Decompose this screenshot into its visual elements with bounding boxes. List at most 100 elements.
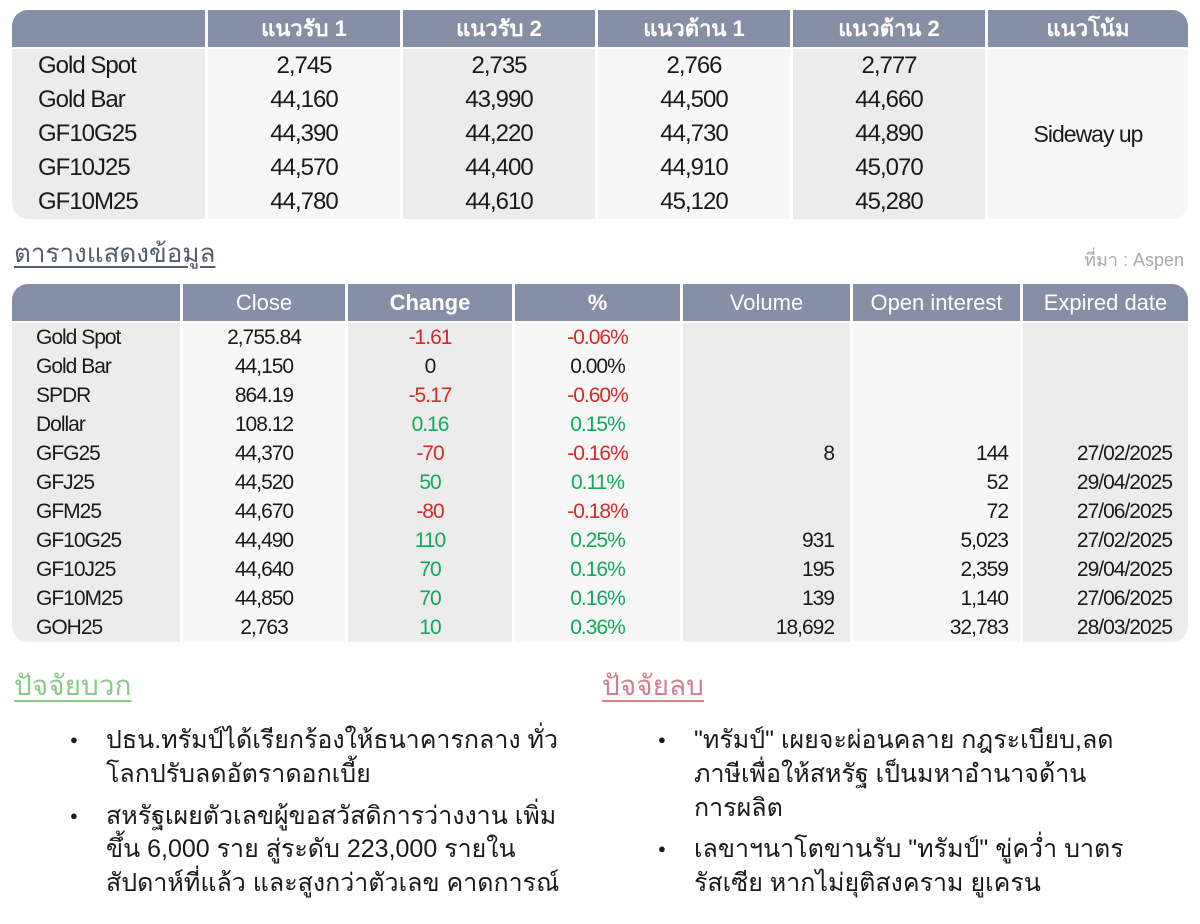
level-value: 44,730 (595, 117, 790, 151)
expiry-cell: 29/04/2025 (1020, 555, 1188, 584)
data-row: GOH25 2,763 10 0.36% 18,692 32,783 28/03/2025 (12, 613, 1188, 642)
level-value: 2,766 (595, 49, 790, 83)
level-value: 45,120 (595, 185, 790, 219)
pct-cell: -0.06% (512, 323, 680, 352)
level-value: 45,280 (790, 185, 985, 219)
expiry-cell (1020, 381, 1188, 410)
volume-cell: 195 (680, 555, 850, 584)
instrument-name: Gold Spot (12, 49, 205, 83)
negative-factors-list: "ทรัมป์" เผยจะผ่อนคลาย กฎระเบียบ,ลดภาษีเ… (600, 724, 1188, 901)
volume-cell: 139 (680, 584, 850, 613)
change-cell: 10 (345, 613, 512, 642)
instrument-name: GFJ25 (12, 468, 180, 497)
oi-cell: 1,140 (850, 584, 1020, 613)
instrument-name: GF10J25 (12, 555, 180, 584)
levels-row: GF10J25 44,570 44,400 44,910 45,070 (12, 151, 1188, 185)
volume-cell (680, 323, 850, 352)
instrument-name: GF10M25 (12, 584, 180, 613)
change-cell: 110 (345, 526, 512, 555)
column-header: Volume (680, 284, 850, 323)
factor-item: "ทรัมป์" เผยจะผ่อนคลาย กฎระเบียบ,ลดภาษีเ… (656, 724, 1126, 825)
close-cell: 44,850 (180, 584, 345, 613)
expiry-cell: 27/06/2025 (1020, 584, 1188, 613)
close-cell: 2,763 (180, 613, 345, 642)
change-cell: 0 (345, 352, 512, 381)
source-label: ที่มา : Aspen (1084, 250, 1184, 270)
instrument-name: Dollar (12, 410, 180, 439)
expiry-cell: 29/04/2025 (1020, 468, 1188, 497)
column-header: Close (180, 284, 345, 323)
instrument-name: SPDR (12, 381, 180, 410)
change-cell: -80 (345, 497, 512, 526)
data-row: GFM25 44,670 -80 -0.18% 72 27/06/2025 (12, 497, 1188, 526)
level-value: 45,070 (790, 151, 985, 185)
pct-cell: -0.18% (512, 497, 680, 526)
expiry-cell: 27/02/2025 (1020, 439, 1188, 468)
level-value: 2,777 (790, 49, 985, 83)
oi-cell (850, 381, 1020, 410)
level-value: 2,745 (205, 49, 400, 83)
instrument-name: GF10G25 (12, 117, 205, 151)
close-cell: 2,755.84 (180, 323, 345, 352)
positive-factors-column: ปัจจัยบวก ปธน.ทรัมป์ได้เรียกร้องให้ธนาคา… (12, 658, 600, 909)
change-cell: 70 (345, 584, 512, 613)
data-row: Dollar 108.12 0.16 0.15% (12, 410, 1188, 439)
factor-item: เลขาฯนาโตขานรับ "ทรัมป์" ขู่คว่ำ บาตรรัส… (656, 833, 1126, 901)
change-cell: -1.61 (345, 323, 512, 352)
column-header: แนวต้าน 1 (595, 10, 790, 49)
data-row: Gold Bar 44,150 0 0.00% (12, 352, 1188, 381)
level-value: 43,990 (400, 83, 595, 117)
pct-cell: -0.16% (512, 439, 680, 468)
close-cell: 44,150 (180, 352, 345, 381)
instrument-name: GF10G25 (12, 526, 180, 555)
column-header: แนวรับ 2 (400, 10, 595, 49)
data-table: Close Change% Volume Open interest Expired d… (12, 284, 1188, 642)
pct-cell: 0.25% (512, 526, 680, 555)
factors-section: ปัจจัยบวก ปธน.ทรัมป์ได้เรียกร้องให้ธนาคา… (12, 658, 1188, 909)
close-cell: 44,370 (180, 439, 345, 468)
data-section-header: ตารางแสดงข้อมูล ที่มา : Aspen (14, 233, 1186, 274)
pct-cell: 0.16% (512, 584, 680, 613)
factor-item: สหรัฐเผยตัวเลขผู้ขอสวัสดิการว่างงาน เพิ่… (68, 800, 584, 901)
column-header: แนวโน้ม (985, 10, 1188, 49)
data-row: GFJ25 44,520 50 0.11% 52 29/04/2025 (12, 468, 1188, 497)
change-cell: -5.17 (345, 381, 512, 410)
level-value: 44,780 (205, 185, 400, 219)
change-cell: 70 (345, 555, 512, 584)
factor-item: ปธน.ทรัมป์ได้เรียกร้องให้ธนาคารกลาง ทั่ว… (68, 724, 584, 792)
expiry-cell (1020, 352, 1188, 381)
instrument-name: GFG25 (12, 439, 180, 468)
close-cell: 108.12 (180, 410, 345, 439)
pct-cell: 0.15% (512, 410, 680, 439)
close-cell: 44,520 (180, 468, 345, 497)
pct-cell: 0.00% (512, 352, 680, 381)
expiry-cell (1020, 410, 1188, 439)
column-header: แนวรับ 1 (205, 10, 400, 49)
negative-factors-title: ปัจจัยลบ (602, 670, 704, 701)
close-cell: 44,670 (180, 497, 345, 526)
level-value: 44,660 (790, 83, 985, 117)
section-title: ตารางแสดงข้อมูล (14, 238, 216, 268)
levels-row: GF10G25 44,390 44,220 44,730 44,890 (12, 117, 1188, 151)
level-value: 44,570 (205, 151, 400, 185)
levels-row: Gold Spot 2,745 2,735 2,766 2,777 Sideway up (12, 49, 1188, 219)
instrument-name: Gold Bar (12, 352, 180, 381)
level-value: 44,220 (400, 117, 595, 151)
data-row: SPDR 864.19 -5.17 -0.60% (12, 381, 1188, 410)
positive-factors-list: ปธน.ทรัมป์ได้เรียกร้องให้ธนาคารกลาง ทั่ว… (12, 724, 600, 901)
pct-cell: 0.16% (512, 555, 680, 584)
expiry-cell: 28/03/2025 (1020, 613, 1188, 642)
levels-table: แนวรับ 1 แนวรับ 2 แนวต้าน 1 แนวต้าน 2 แนวโน้… (12, 10, 1188, 219)
instrument-name: Gold Spot (12, 323, 180, 352)
expiry-cell (1020, 323, 1188, 352)
data-row: GF10J25 44,640 70 0.16% 195 2,359 29/04/2025 (12, 555, 1188, 584)
volume-cell (680, 468, 850, 497)
level-value: 44,610 (400, 185, 595, 219)
trend-cell: Sideway up (985, 49, 1188, 219)
data-row: GFG25 44,370 -70 -0.16% 8 144 27/02/2025 (12, 439, 1188, 468)
data-row: GF10G25 44,490 110 0.25% 931 5,023 27/02/2025 (12, 526, 1188, 555)
close-cell: 44,640 (180, 555, 345, 584)
oi-cell (850, 410, 1020, 439)
volume-cell (680, 497, 850, 526)
column-header: Change (345, 284, 512, 323)
